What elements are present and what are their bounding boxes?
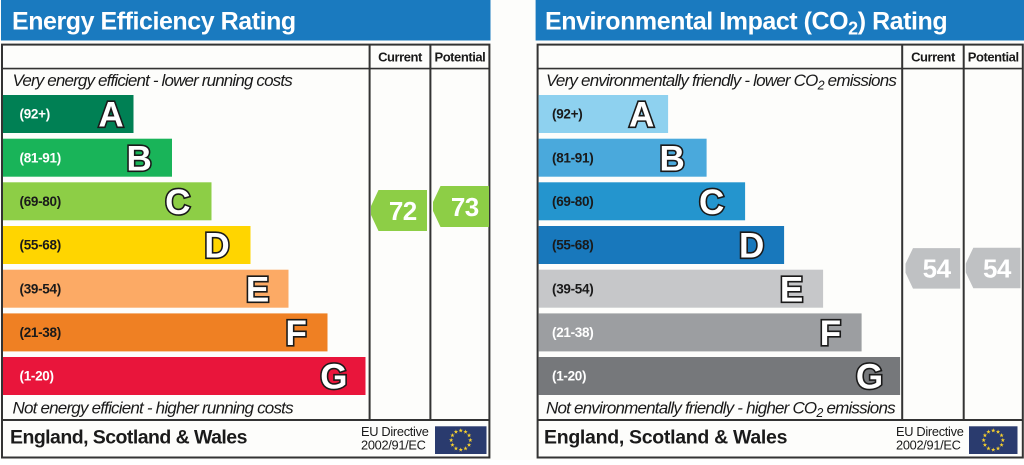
svg-text:Current: Current (911, 49, 956, 64)
svg-text:Very environmentally friendly: Very environmentally friendly - lower CO… (546, 71, 897, 93)
svg-text:(81-91): (81-91) (552, 150, 593, 165)
svg-text:England, Scotland & Wales: England, Scotland & Wales (544, 427, 788, 449)
svg-text:C: C (699, 183, 724, 222)
svg-text:Not energy efficient - higher: Not energy efficient - higher running co… (13, 399, 295, 418)
svg-text:Energy Efficiency Rating: Energy Efficiency Rating (12, 8, 296, 36)
svg-text:D: D (204, 227, 229, 266)
svg-text:(1-20): (1-20) (20, 369, 54, 384)
svg-text:F: F (820, 314, 841, 353)
svg-text:Very energy efficient - lower: Very energy efficient - lower running co… (13, 71, 294, 90)
svg-text:Potential: Potential (968, 49, 1019, 64)
svg-text:(21-38): (21-38) (20, 325, 61, 340)
svg-text:G: G (320, 358, 347, 397)
svg-text:54: 54 (983, 253, 1012, 283)
svg-text:Potential: Potential (434, 49, 485, 64)
svg-text:Environmental Impact (CO2) Rat: Environmental Impact (CO2) Rating (545, 8, 947, 39)
svg-text:B: B (660, 139, 685, 178)
svg-text:(39-54): (39-54) (20, 281, 61, 296)
svg-text:B: B (127, 139, 152, 178)
svg-text:2002/91/EC: 2002/91/EC (361, 438, 426, 453)
svg-text:G: G (856, 358, 883, 397)
svg-text:72: 72 (389, 196, 417, 226)
svg-text:(81-91): (81-91) (20, 150, 61, 165)
svg-text:(55-68): (55-68) (552, 238, 593, 253)
svg-text:(21-38): (21-38) (552, 325, 593, 340)
svg-text:A: A (629, 96, 654, 135)
svg-text:(69-80): (69-80) (20, 194, 61, 209)
svg-text:54: 54 (923, 254, 952, 284)
svg-text:D: D (739, 227, 764, 266)
svg-text:F: F (286, 314, 307, 353)
svg-text:(1-20): (1-20) (552, 369, 586, 384)
svg-text:EU Directive: EU Directive (896, 424, 964, 439)
svg-text:EU Directive: EU Directive (361, 424, 429, 439)
svg-text:(92+): (92+) (552, 107, 582, 122)
svg-text:A: A (98, 96, 123, 135)
svg-text:E: E (780, 270, 803, 309)
svg-text:Current: Current (378, 49, 423, 64)
svg-text:England, Scotland & Wales: England, Scotland & Wales (10, 427, 248, 449)
svg-text:73: 73 (451, 192, 479, 222)
svg-text:Not environmentally friendly -: Not environmentally friendly - higher CO… (546, 399, 896, 421)
svg-text:(55-68): (55-68) (20, 238, 61, 253)
svg-text:2002/91/EC: 2002/91/EC (896, 438, 961, 453)
svg-text:(92+): (92+) (20, 107, 50, 122)
svg-text:E: E (246, 270, 269, 309)
svg-text:(39-54): (39-54) (552, 281, 593, 296)
svg-text:(69-80): (69-80) (552, 194, 593, 209)
svg-text:C: C (165, 183, 190, 222)
